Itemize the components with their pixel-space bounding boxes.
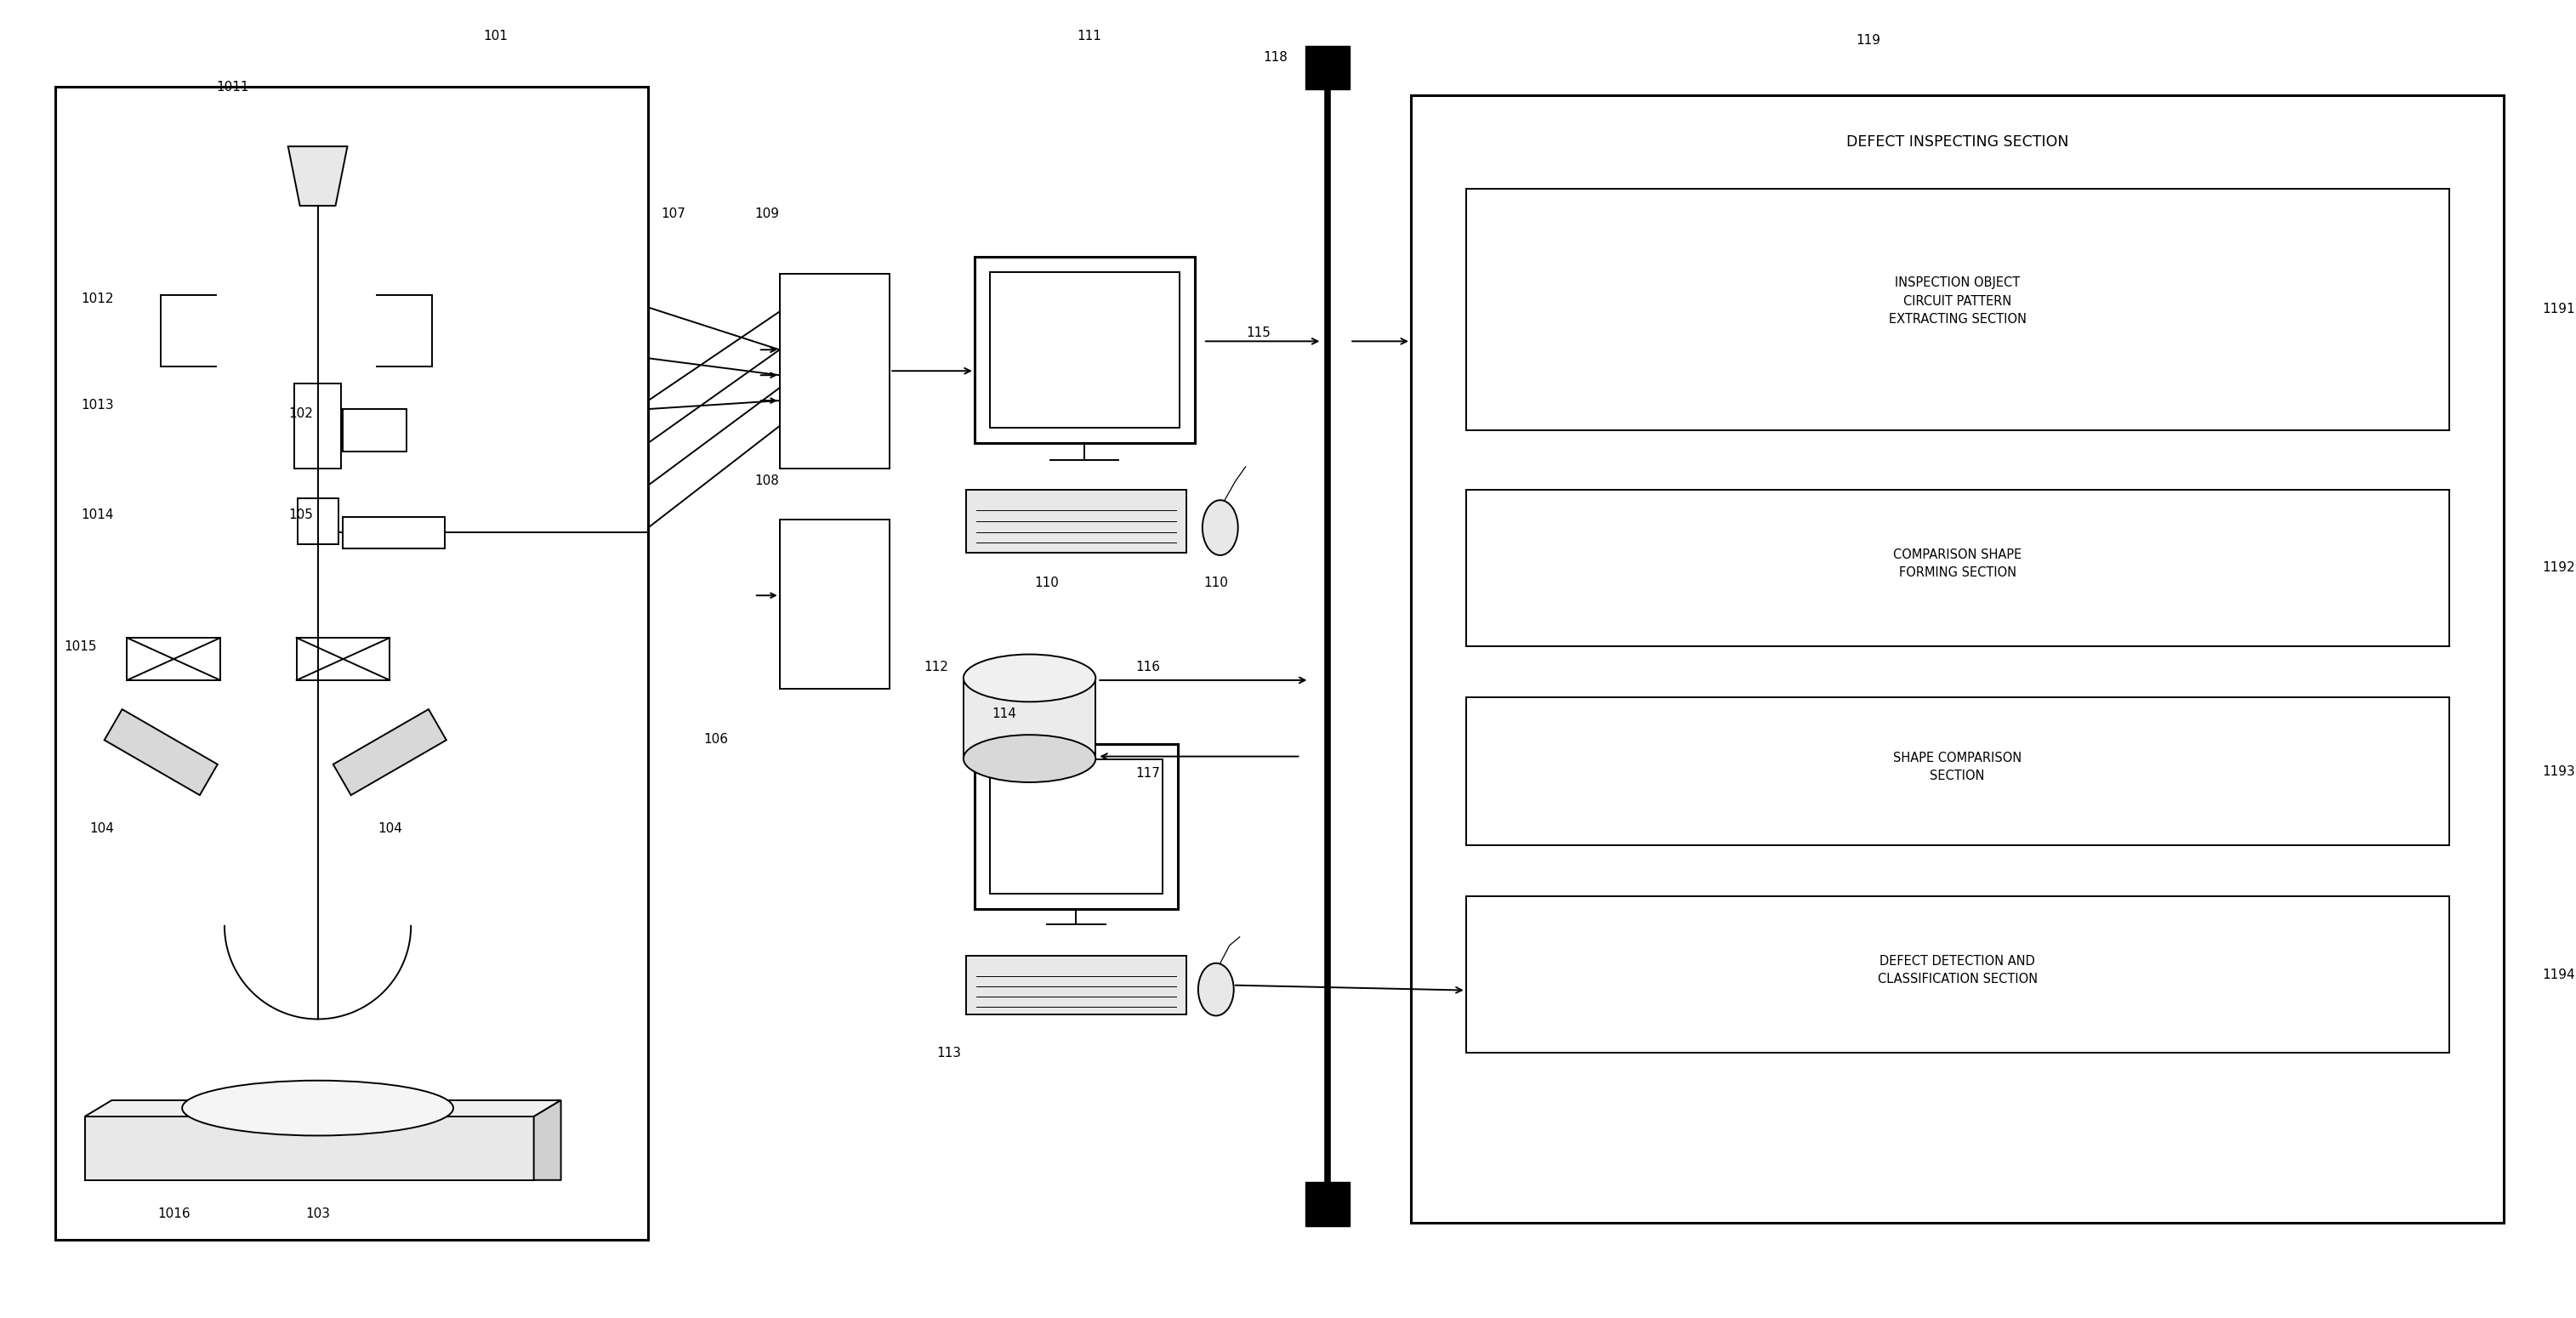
Text: 109: 109 <box>755 208 778 220</box>
Bar <box>294 384 340 468</box>
Ellipse shape <box>963 735 1095 783</box>
Ellipse shape <box>183 1081 453 1136</box>
Ellipse shape <box>963 654 1095 701</box>
Text: 101: 101 <box>484 30 507 42</box>
Polygon shape <box>533 1101 562 1180</box>
Bar <box>343 409 407 452</box>
Text: SHAPE COMPARISON
SECTION: SHAPE COMPARISON SECTION <box>1893 751 2022 783</box>
Text: 1194: 1194 <box>2543 969 2576 981</box>
Bar <box>343 517 446 548</box>
Text: 1191: 1191 <box>2543 303 2576 316</box>
Text: 1012: 1012 <box>80 293 113 306</box>
Text: 1014: 1014 <box>80 509 113 522</box>
Text: 108: 108 <box>755 474 778 488</box>
Polygon shape <box>963 677 1095 759</box>
Text: 110: 110 <box>1033 576 1059 589</box>
Text: 1016: 1016 <box>157 1207 191 1220</box>
Text: 116: 116 <box>1136 662 1162 673</box>
Text: 104: 104 <box>379 822 402 834</box>
Bar <box>1306 46 1350 90</box>
Ellipse shape <box>1203 500 1239 555</box>
Text: 118: 118 <box>1262 51 1288 63</box>
Bar <box>85 1116 533 1180</box>
Bar <box>1466 697 2450 845</box>
Text: 106: 106 <box>703 733 729 746</box>
Text: 107: 107 <box>662 208 685 220</box>
Text: 103: 103 <box>307 1207 330 1220</box>
Ellipse shape <box>1198 963 1234 1016</box>
Bar <box>1466 188 2450 430</box>
Bar <box>296 498 337 544</box>
Bar <box>989 759 1162 894</box>
Polygon shape <box>106 709 216 795</box>
Bar <box>974 743 1177 909</box>
Text: 115: 115 <box>1247 327 1270 339</box>
Polygon shape <box>85 1101 562 1116</box>
Text: 112: 112 <box>925 662 948 673</box>
Bar <box>126 638 222 680</box>
Bar <box>781 519 889 688</box>
Text: 1013: 1013 <box>80 398 113 411</box>
Text: COMPARISON SHAPE
FORMING SECTION: COMPARISON SHAPE FORMING SECTION <box>1893 548 2022 579</box>
Bar <box>296 638 389 680</box>
Text: 110: 110 <box>1203 576 1229 589</box>
Bar <box>1412 96 2504 1222</box>
Text: 104: 104 <box>90 822 113 834</box>
Text: 1011: 1011 <box>216 80 250 94</box>
Bar <box>1306 1182 1350 1226</box>
Bar <box>1466 489 2450 646</box>
Text: DEFECT DETECTION AND
CLASSIFICATION SECTION: DEFECT DETECTION AND CLASSIFICATION SECT… <box>1878 954 2038 986</box>
Text: 102: 102 <box>289 407 314 419</box>
Bar <box>966 956 1188 1015</box>
Text: 105: 105 <box>289 509 314 522</box>
Text: 117: 117 <box>1136 767 1159 780</box>
Bar <box>989 272 1180 428</box>
Bar <box>781 274 889 468</box>
Polygon shape <box>332 709 446 795</box>
Bar <box>974 257 1195 443</box>
Text: 111: 111 <box>1077 30 1100 42</box>
Bar <box>1466 896 2450 1053</box>
Text: 113: 113 <box>938 1046 961 1060</box>
Text: 1193: 1193 <box>2543 764 2576 778</box>
Text: 1015: 1015 <box>64 641 98 652</box>
Text: DEFECT INSPECTING SECTION: DEFECT INSPECTING SECTION <box>1847 134 2069 150</box>
Text: 114: 114 <box>992 708 1018 721</box>
Bar <box>966 489 1188 554</box>
Text: INSPECTION OBJECT
CIRCUIT PATTERN
EXTRACTING SECTION: INSPECTION OBJECT CIRCUIT PATTERN EXTRAC… <box>1888 277 2027 326</box>
Text: 119: 119 <box>1857 34 1880 47</box>
Text: 1192: 1192 <box>2543 561 2576 575</box>
Bar <box>54 87 649 1239</box>
Polygon shape <box>289 146 348 206</box>
